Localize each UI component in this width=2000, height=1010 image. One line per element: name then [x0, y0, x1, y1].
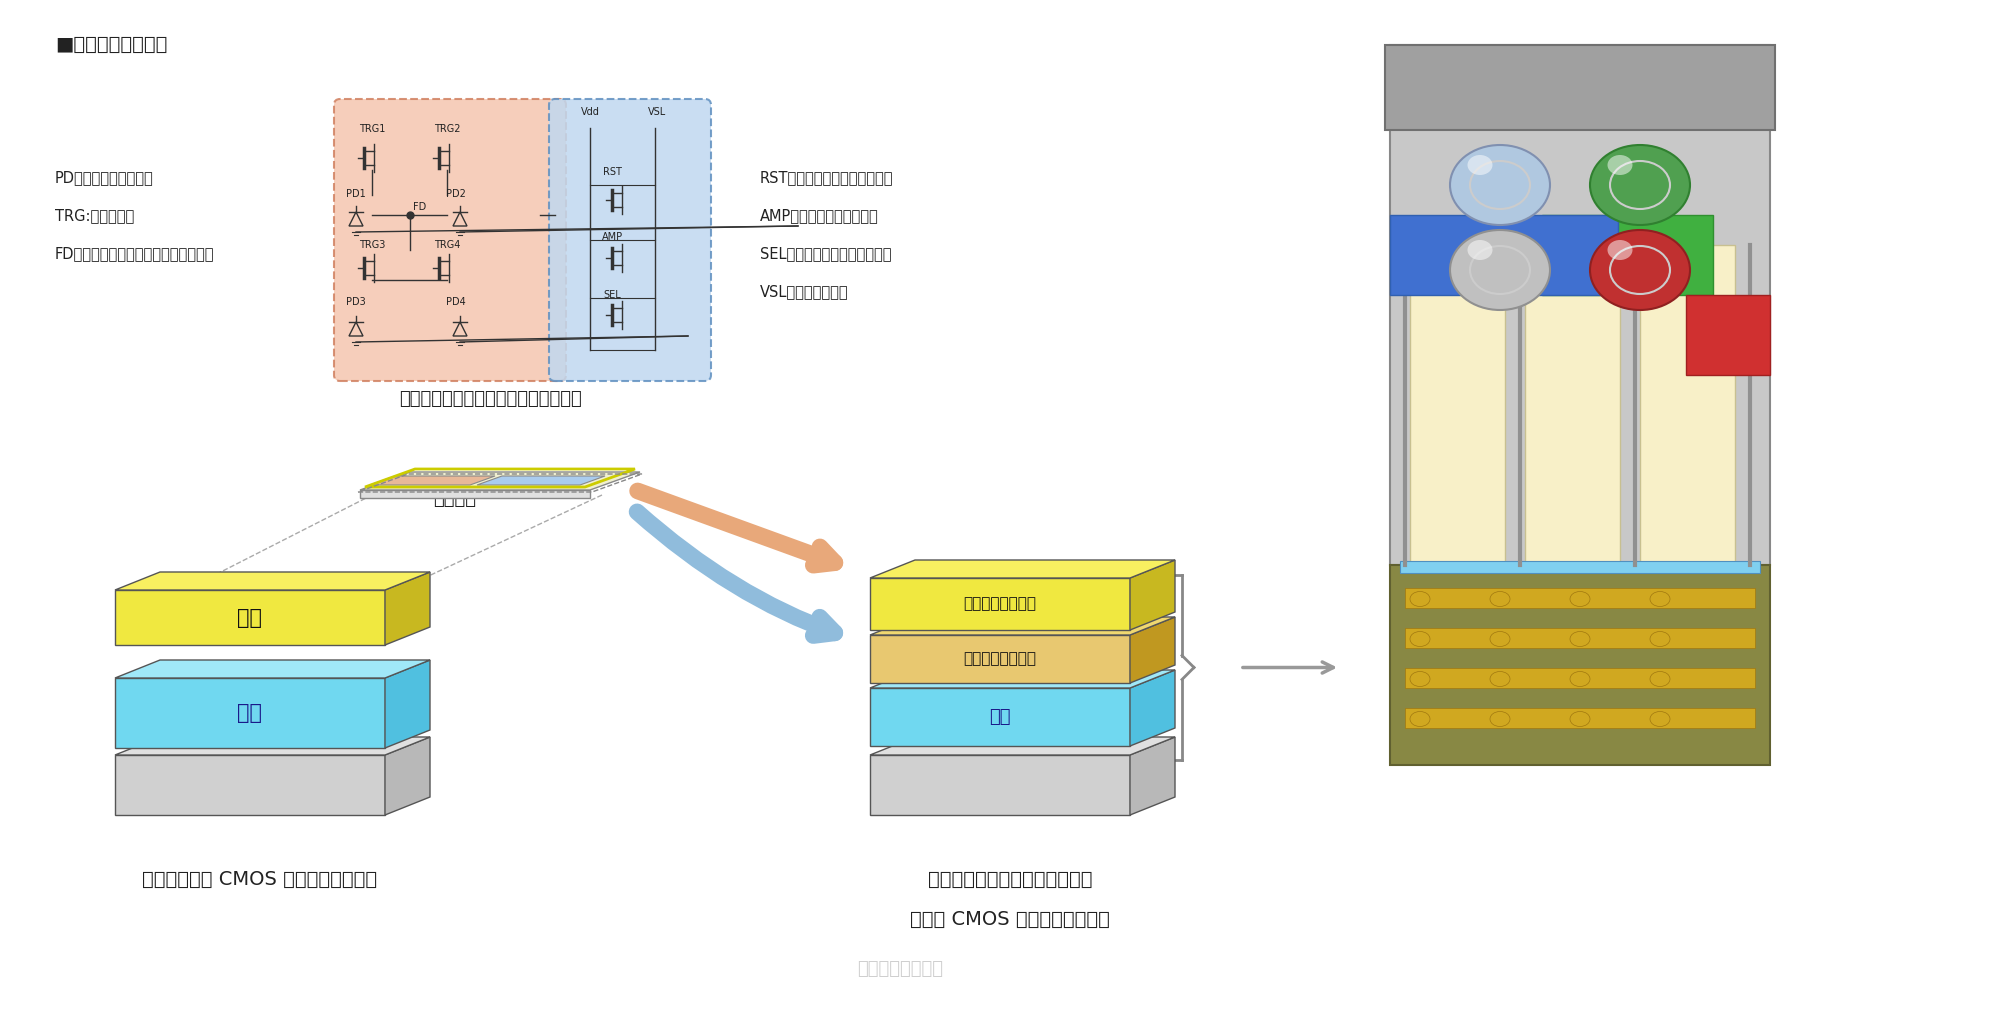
Bar	[1384, 45, 1776, 130]
Bar	[1542, 215, 1712, 295]
Bar	[1404, 628, 1756, 648]
Bar	[1526, 245, 1620, 565]
Bar	[1400, 561, 1760, 573]
Bar	[1390, 215, 1618, 295]
Text: PD4: PD4	[446, 297, 466, 307]
Bar	[1686, 295, 1770, 375]
Text: 回路: 回路	[990, 708, 1010, 726]
Ellipse shape	[1570, 592, 1590, 606]
Ellipse shape	[1468, 240, 1492, 260]
Polygon shape	[384, 737, 430, 815]
Ellipse shape	[1570, 672, 1590, 687]
Polygon shape	[870, 737, 1176, 755]
Text: AMP: AMP	[602, 232, 622, 242]
Text: 回路: 回路	[238, 703, 262, 723]
Polygon shape	[870, 617, 1176, 635]
Text: PD：フォトダイオード: PD：フォトダイオード	[56, 170, 154, 185]
FancyBboxPatch shape	[334, 99, 566, 381]
Polygon shape	[870, 560, 1176, 578]
Polygon shape	[116, 590, 384, 645]
Polygon shape	[870, 578, 1130, 630]
Text: VSL: VSL	[648, 107, 666, 117]
Ellipse shape	[1650, 672, 1670, 687]
Bar	[1404, 668, 1756, 688]
Bar	[1640, 245, 1736, 565]
Text: 画素トランジスタ: 画素トランジスタ	[964, 651, 1036, 667]
Ellipse shape	[1650, 711, 1670, 726]
Polygon shape	[370, 476, 496, 485]
Bar	[1404, 588, 1756, 608]
Text: フォトダイオード　画素トランジスタ: フォトダイオード 画素トランジスタ	[398, 390, 582, 408]
Polygon shape	[116, 737, 430, 755]
Ellipse shape	[1570, 711, 1590, 726]
Text: TRG:転送ゲート: TRG:転送ゲート	[56, 208, 134, 223]
Ellipse shape	[1650, 631, 1670, 646]
FancyBboxPatch shape	[548, 99, 712, 381]
Text: TRG3: TRG3	[358, 240, 386, 250]
Ellipse shape	[1590, 230, 1690, 310]
Polygon shape	[1130, 670, 1176, 746]
Polygon shape	[360, 490, 590, 498]
Ellipse shape	[1570, 631, 1590, 646]
Ellipse shape	[1450, 145, 1550, 225]
Text: TRG2: TRG2	[434, 124, 460, 134]
Text: RST: RST	[602, 167, 622, 177]
Polygon shape	[870, 670, 1176, 688]
Bar	[1404, 708, 1756, 728]
Ellipse shape	[1410, 711, 1430, 726]
Polygon shape	[478, 476, 604, 485]
Ellipse shape	[1608, 240, 1632, 260]
Ellipse shape	[1410, 672, 1430, 687]
Ellipse shape	[1650, 592, 1670, 606]
Text: ■構造のイメージ図: ■構造のイメージ図	[56, 35, 168, 54]
Polygon shape	[870, 635, 1130, 683]
Ellipse shape	[1490, 592, 1510, 606]
Text: FD：フローティングディフュージョン: FD：フローティングディフュージョン	[56, 246, 214, 261]
Text: AMP：アンプトランジスタ: AMP：アンプトランジスタ	[760, 208, 878, 223]
Text: ＠毒德大学字幕组: ＠毒德大学字幕组	[856, 960, 944, 978]
Ellipse shape	[1410, 592, 1430, 606]
FancyBboxPatch shape	[1390, 45, 1770, 565]
Text: VSL　：垂直信号線: VSL ：垂直信号線	[760, 284, 848, 299]
Text: 単位画素: 単位画素	[434, 490, 476, 508]
Text: 積層型 CMOS イメージセンサー: 積層型 CMOS イメージセンサー	[910, 910, 1110, 929]
Polygon shape	[870, 755, 1130, 815]
Polygon shape	[116, 572, 430, 590]
Polygon shape	[870, 688, 1130, 746]
Polygon shape	[116, 678, 384, 748]
Polygon shape	[384, 660, 430, 748]
Ellipse shape	[1590, 145, 1690, 225]
Ellipse shape	[1490, 711, 1510, 726]
Ellipse shape	[1450, 230, 1550, 310]
Text: Vdd: Vdd	[580, 107, 600, 117]
Text: PD1: PD1	[346, 189, 366, 199]
Polygon shape	[116, 755, 384, 815]
Text: 従来の積層型 CMOS イメージセンサー: 従来の積層型 CMOS イメージセンサー	[142, 870, 378, 889]
Text: PD3: PD3	[346, 297, 366, 307]
Text: FD: FD	[414, 202, 426, 212]
Text: 画素: 画素	[238, 607, 262, 627]
Polygon shape	[1130, 560, 1176, 630]
Polygon shape	[360, 472, 640, 490]
Bar	[1410, 245, 1506, 565]
Text: SEL　：セレクトトランジスタ: SEL ：セレクトトランジスタ	[760, 246, 892, 261]
Ellipse shape	[1608, 155, 1632, 175]
Text: RST　：リセットトランジスタ: RST ：リセットトランジスタ	[760, 170, 894, 185]
Ellipse shape	[1410, 631, 1430, 646]
Text: PD2: PD2	[446, 189, 466, 199]
Bar	[1390, 565, 1770, 765]
Polygon shape	[1130, 737, 1176, 815]
Polygon shape	[116, 660, 430, 678]
Ellipse shape	[1490, 631, 1510, 646]
Polygon shape	[1130, 617, 1176, 683]
Text: SEL: SEL	[604, 290, 620, 300]
Polygon shape	[384, 572, 430, 645]
Text: 新開発の２層トランジスタ画素: 新開発の２層トランジスタ画素	[928, 870, 1092, 889]
Text: TRG4: TRG4	[434, 240, 460, 250]
Ellipse shape	[1468, 155, 1492, 175]
Text: TRG1: TRG1	[358, 124, 386, 134]
Ellipse shape	[1490, 672, 1510, 687]
Text: フォトダイオード: フォトダイオード	[964, 597, 1036, 611]
